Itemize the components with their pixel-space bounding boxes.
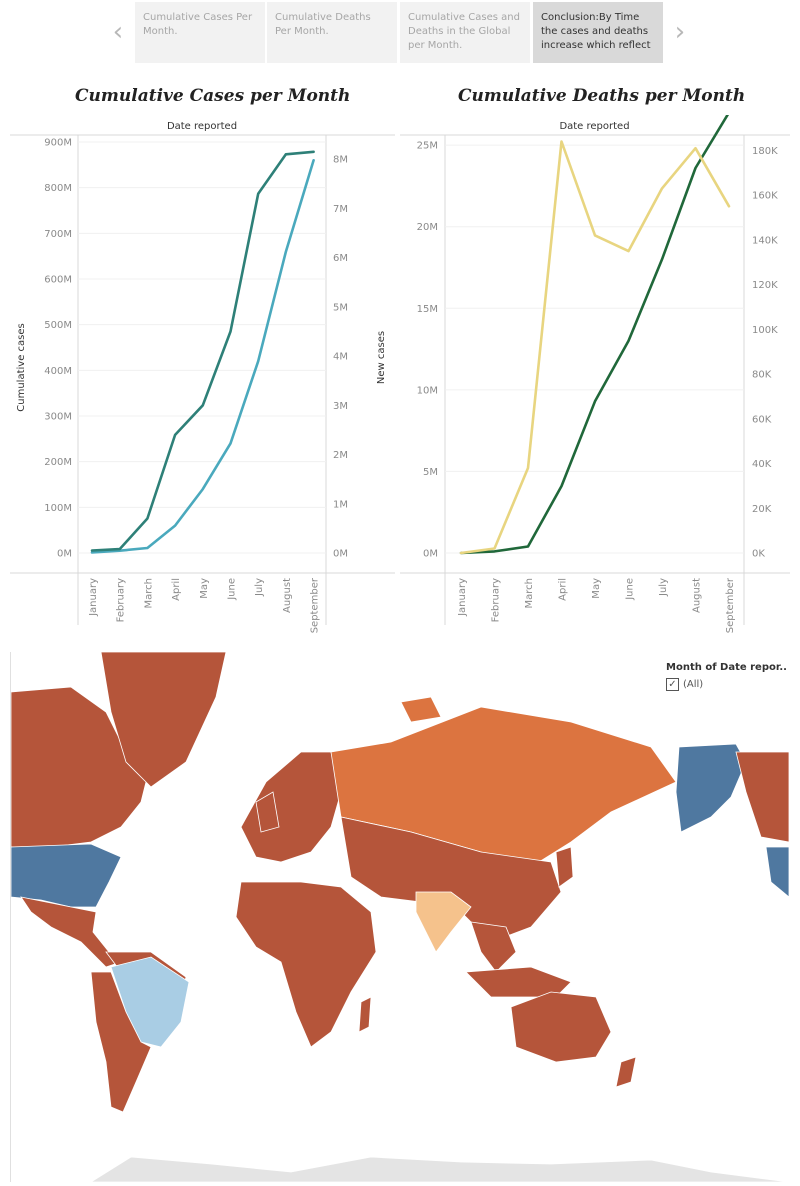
world-map[interactable]	[10, 651, 790, 1183]
series-line-right	[90, 150, 315, 552]
y-tick-label-right: 80K	[752, 370, 772, 381]
region-central-america	[20, 896, 122, 968]
deaths-chart: Date reported 0M 5M 10M 15M 20M 25M 0K 20K 40K 60K…	[400, 115, 790, 633]
filter-option-label: (All)	[683, 679, 704, 690]
x-tick-label: May	[199, 578, 210, 599]
region-india	[415, 891, 472, 953]
y-tick-label-right: 2M	[333, 450, 348, 461]
y-tick-label-right: 4M	[333, 352, 348, 363]
y-tick-label-right: 1M	[333, 499, 348, 510]
x-tick-label: July	[254, 578, 265, 597]
y-tick-label-left: 200M	[44, 457, 72, 468]
chevron-right-icon[interactable]: ›	[674, 17, 686, 47]
filter-title: Month of Date repor...	[666, 662, 786, 673]
series-line-left	[90, 158, 315, 554]
story-point-2[interactable]: Cumulative Deaths Per Month.	[267, 2, 397, 63]
chevron-left-icon[interactable]: ‹	[112, 17, 124, 47]
y-tick-label-right: 60K	[752, 414, 772, 425]
region-usa	[10, 843, 122, 908]
x-tick-label: May	[591, 578, 602, 599]
y-tick-label-right: 6M	[333, 253, 348, 264]
y-tick-label-left: 15M	[417, 304, 438, 315]
x-axis-label: Date reported	[559, 121, 629, 132]
y-tick-label-right: 0M	[333, 549, 348, 560]
x-tick-label: January	[457, 578, 468, 617]
y-tick-label-left: 10M	[417, 385, 438, 396]
y-tick-label-left: 0M	[423, 549, 438, 560]
x-tick-label: June	[227, 578, 238, 601]
region-asia	[340, 816, 562, 943]
y-tick-label-right: 7M	[333, 204, 348, 215]
region-russia-islands	[400, 696, 442, 723]
y-tick-label-left: 5M	[423, 467, 438, 478]
series-line-left	[459, 115, 730, 555]
x-tick-label: August	[282, 578, 293, 613]
y-tick-label-left: 400M	[44, 366, 72, 377]
y-tick-label-right: 20K	[752, 504, 772, 515]
y-tick-label-right: 120K	[752, 280, 778, 291]
region-south-america-west	[90, 971, 152, 1113]
region-usa-west	[765, 846, 790, 898]
y-tick-label-right: 40K	[752, 459, 772, 470]
x-tick-label: April	[558, 578, 569, 601]
region-japan	[555, 846, 574, 888]
x-tick-label: April	[171, 578, 182, 601]
region-southeast-asia	[470, 921, 517, 973]
story-navigator: ‹ Cumulative Cases Per Month. Cumulative…	[105, 0, 695, 64]
x-tick-label: September	[725, 577, 736, 633]
y-tick-label-left: 800M	[44, 183, 72, 194]
chart-title-cases: Cumulative Cases per Month	[75, 86, 351, 106]
y-tick-label-left: 600M	[44, 275, 72, 286]
x-tick-label: July	[658, 578, 669, 597]
region-madagascar	[358, 996, 372, 1033]
x-tick-label: September	[310, 577, 321, 633]
y-tick-label-right: 160K	[752, 191, 778, 202]
y-tick-label-left: 700M	[44, 229, 72, 240]
region-new-zealand	[615, 1056, 637, 1088]
region-australia	[510, 991, 612, 1063]
x-tick-label: August	[692, 578, 703, 613]
x-tick-label: January	[88, 578, 99, 617]
y-tick-label-right: 100K	[752, 325, 778, 336]
y-tick-label-left: 0M	[57, 549, 72, 560]
y-tick-label-left: 500M	[44, 320, 72, 331]
series-line-right	[459, 140, 731, 555]
y-tick-label-left: 20M	[417, 222, 438, 233]
region-antarctica	[89, 1156, 790, 1183]
region-europe	[240, 751, 342, 863]
y-tick-label-left: 100M	[44, 503, 72, 514]
x-axis-label: Date reported	[167, 121, 237, 132]
y-axis-label-left: Cumulative cases	[16, 323, 27, 411]
y-tick-label-right: 180K	[752, 146, 778, 157]
month-filter[interactable]: Month of Date repor... ✓ (All)	[666, 662, 786, 691]
region-uk	[255, 791, 280, 833]
region-alaska	[675, 743, 747, 833]
story-point-4[interactable]: Conclusion:By Time the cases and deaths …	[533, 2, 663, 63]
y-tick-label-left: 900M	[44, 138, 72, 149]
x-tick-label: March	[524, 578, 535, 608]
chart-title-deaths: Cumulative Deaths per Month	[458, 86, 746, 106]
y-axis-label-right: New cases	[376, 331, 387, 384]
region-africa	[235, 881, 377, 1048]
x-tick-label: June	[625, 578, 636, 601]
x-tick-label: February	[491, 578, 502, 622]
story-point-1[interactable]: Cumulative Cases Per Month.	[135, 2, 265, 63]
y-tick-label-left: 300M	[44, 412, 72, 423]
world-map-svg[interactable]	[10, 651, 790, 1183]
cases-chart: Date reported 0M 100M 200M 300M 400M 500M 600M 7…	[10, 121, 395, 633]
filter-option-all[interactable]: ✓ (All)	[666, 678, 786, 691]
region-canada-west	[735, 751, 790, 843]
checkbox-icon[interactable]: ✓	[666, 678, 679, 691]
y-tick-label-right: 140K	[752, 235, 778, 246]
region-indonesia	[465, 966, 572, 998]
x-tick-label: February	[116, 578, 127, 622]
y-tick-label-right: 5M	[333, 302, 348, 313]
y-tick-label-left: 25M	[417, 141, 438, 152]
y-tick-label-right: 0K	[752, 549, 765, 560]
y-tick-label-right: 8M	[333, 155, 348, 166]
y-tick-label-right: 3M	[333, 401, 348, 412]
region-greenland	[100, 651, 227, 788]
story-point-3[interactable]: Cumulative Cases and Deaths in the Globa…	[400, 2, 530, 63]
x-tick-label: March	[143, 578, 154, 608]
